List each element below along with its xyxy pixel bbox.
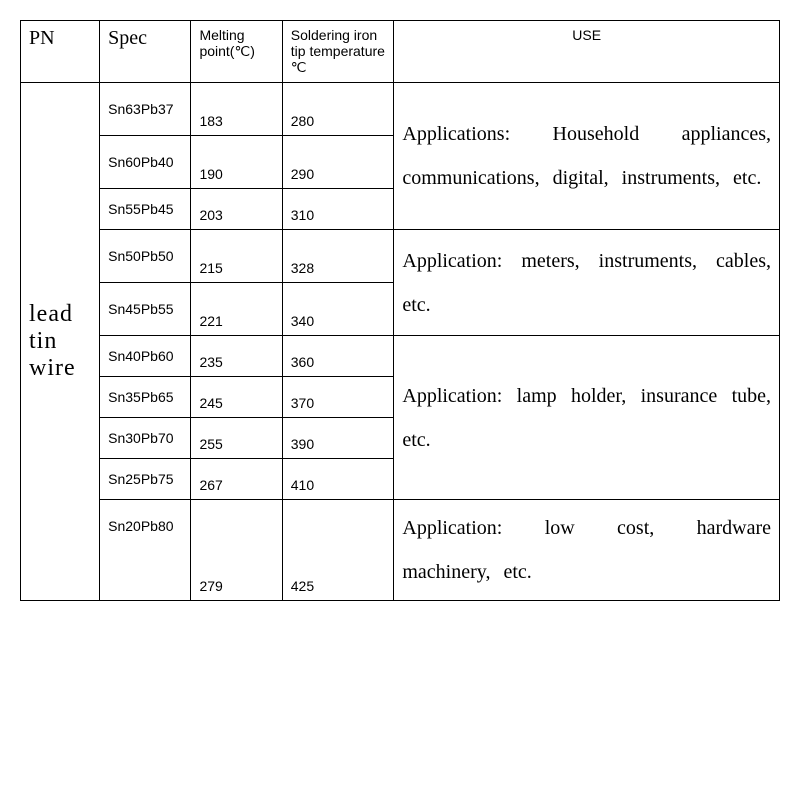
tip-cell: 425 xyxy=(282,500,394,601)
table-row: Sn40Pb60 235 360 Application: lamp holde… xyxy=(21,336,780,377)
spec-cell: Sn63Pb37 xyxy=(100,83,191,136)
melt-cell: 215 xyxy=(191,230,282,283)
use-cell: Application: meters, instruments, cables… xyxy=(394,230,780,336)
header-melting: Melting point(℃) xyxy=(191,21,282,83)
tip-cell: 310 xyxy=(282,189,394,230)
tip-cell: 328 xyxy=(282,230,394,283)
tip-cell: 290 xyxy=(282,136,394,189)
tip-cell: 390 xyxy=(282,418,394,459)
header-pn: PN xyxy=(21,21,100,83)
tip-cell: 280 xyxy=(282,83,394,136)
tip-cell: 360 xyxy=(282,336,394,377)
melt-cell: 183 xyxy=(191,83,282,136)
melt-cell: 245 xyxy=(191,377,282,418)
use-cell: Applications: Household appliances, comm… xyxy=(394,83,780,230)
pn-cell: lead tin wire xyxy=(21,83,100,601)
spec-cell: Sn20Pb80 xyxy=(100,500,191,601)
melt-cell: 203 xyxy=(191,189,282,230)
tip-cell: 340 xyxy=(282,283,394,336)
header-use: USE xyxy=(394,21,780,83)
spec-cell: Sn50Pb50 xyxy=(100,230,191,283)
table-row: Sn20Pb80 279 425 Application: low cost, … xyxy=(21,500,780,601)
use-cell: Application: lamp holder, insurance tube… xyxy=(394,336,780,500)
spec-cell: Sn60Pb40 xyxy=(100,136,191,189)
header-spec: Spec xyxy=(100,21,191,83)
tip-cell: 370 xyxy=(282,377,394,418)
melt-cell: 190 xyxy=(191,136,282,189)
spec-table: PN Spec Melting point(℃) Soldering iron … xyxy=(20,20,780,601)
table-row: Sn50Pb50 215 328 Application: meters, in… xyxy=(21,230,780,283)
melt-cell: 279 xyxy=(191,500,282,601)
tip-cell: 410 xyxy=(282,459,394,500)
spec-cell: Sn45Pb55 xyxy=(100,283,191,336)
melt-cell: 235 xyxy=(191,336,282,377)
table-row: lead tin wire Sn63Pb37 183 280 Applicati… xyxy=(21,83,780,136)
spec-cell: Sn55Pb45 xyxy=(100,189,191,230)
melt-cell: 255 xyxy=(191,418,282,459)
melt-cell: 221 xyxy=(191,283,282,336)
spec-cell: Sn35Pb65 xyxy=(100,377,191,418)
use-cell: Application: low cost, hardware machiner… xyxy=(394,500,780,601)
melt-cell: 267 xyxy=(191,459,282,500)
spec-cell: Sn40Pb60 xyxy=(100,336,191,377)
header-tip-temp: Soldering iron tip temperature ℃ xyxy=(282,21,394,83)
spec-cell: Sn25Pb75 xyxy=(100,459,191,500)
table-header-row: PN Spec Melting point(℃) Soldering iron … xyxy=(21,21,780,83)
spec-cell: Sn30Pb70 xyxy=(100,418,191,459)
